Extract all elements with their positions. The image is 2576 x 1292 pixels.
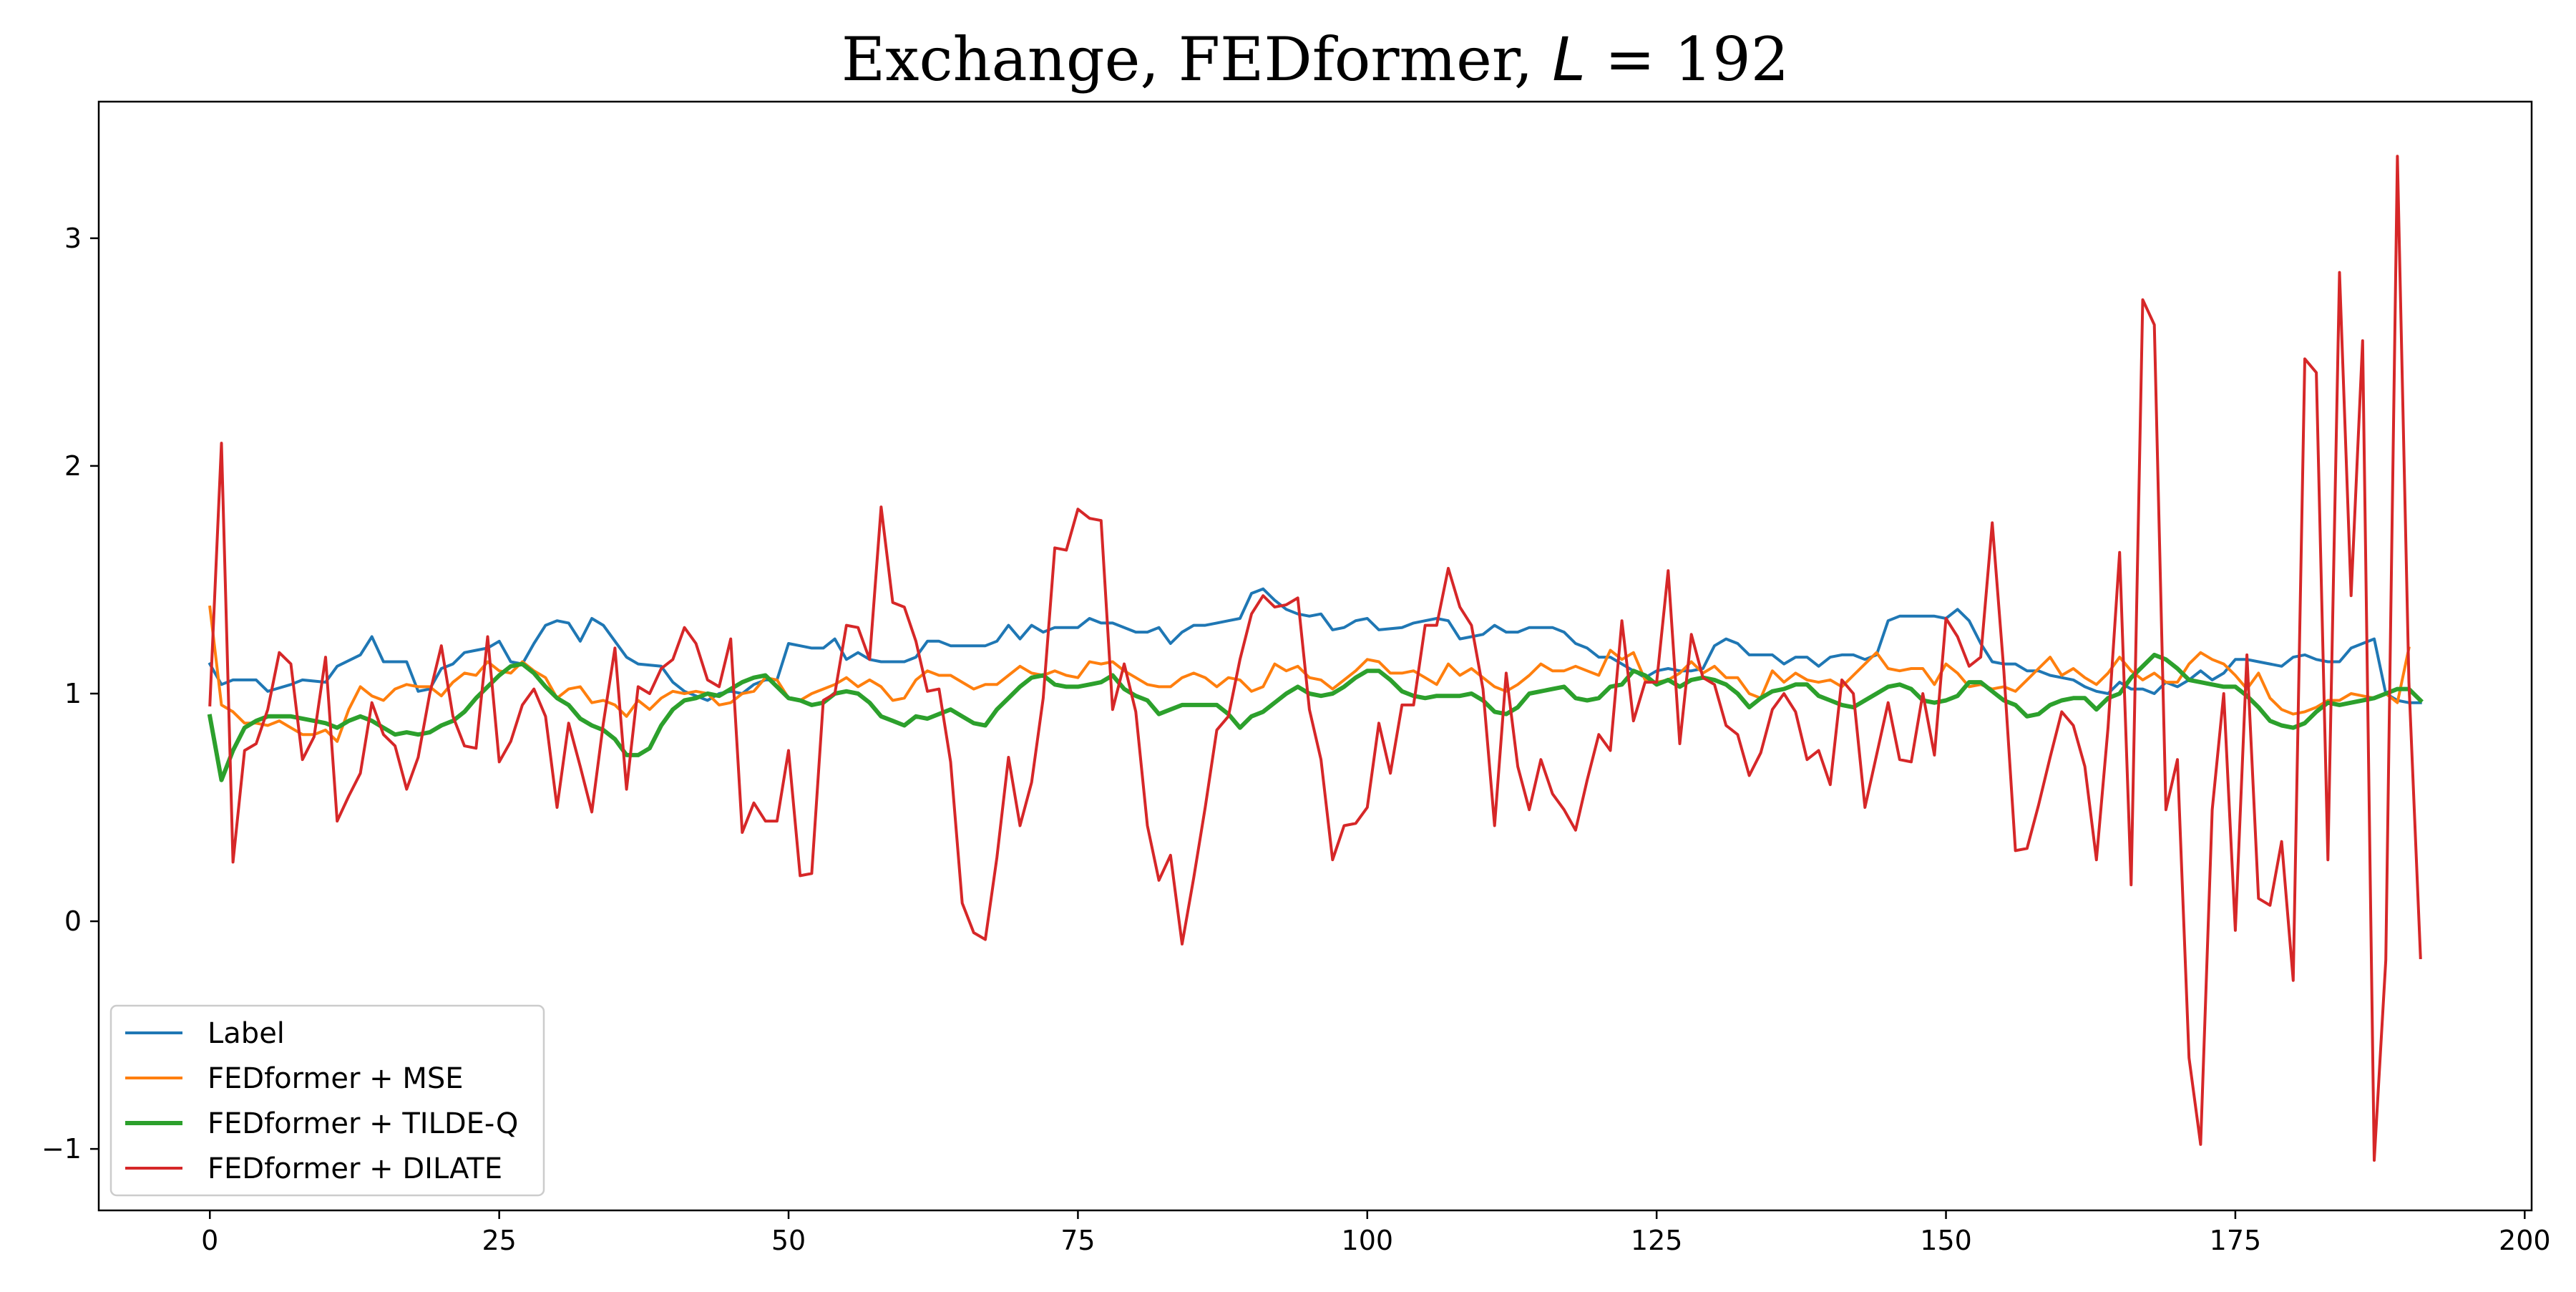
y-tick-label: 3 <box>64 223 82 254</box>
x-tick-label: 125 <box>1631 1225 1683 1256</box>
x-tick-label: 50 <box>771 1225 806 1256</box>
series-line-1 <box>208 587 2422 704</box>
legend-label-3: FEDformer + TILDE-Q <box>208 1107 518 1140</box>
x-tick-label: 175 <box>2210 1225 2262 1256</box>
x-tick-label: 200 <box>2499 1225 2551 1256</box>
x-tick-label: 0 <box>201 1225 218 1256</box>
x-tick-label: 75 <box>1060 1225 1095 1256</box>
plot-frame <box>97 100 2533 1212</box>
series-line-4 <box>208 155 2422 1162</box>
legend-label-4: FEDformer + DILATE <box>208 1152 502 1185</box>
x-tick-label: 100 <box>1342 1225 1394 1256</box>
legend-box <box>109 1004 545 1197</box>
x-tick-label: 25 <box>482 1225 516 1256</box>
y-tick-label: 0 <box>64 905 82 937</box>
axis-ticks: 0 25 50 75 100 125 150 175 200 −1 0 1 2 3 <box>42 223 2551 1256</box>
chart-title: Exchange, FEDformer, L = 192 <box>841 24 1789 94</box>
legend: Label FEDformer + MSE FEDformer + TILDE-Q F… <box>109 1004 545 1197</box>
legend-label-2: FEDformer + MSE <box>208 1062 464 1095</box>
series-line-3 <box>207 652 2424 782</box>
x-tick-label: 150 <box>1920 1225 1972 1256</box>
series-line-2 <box>208 605 2411 743</box>
legend-label-1: Label <box>208 1017 285 1050</box>
y-tick-label: 1 <box>64 678 82 709</box>
y-tick-label: −1 <box>42 1133 82 1165</box>
series-lines <box>207 155 2424 1162</box>
y-tick-label: 2 <box>64 450 82 482</box>
